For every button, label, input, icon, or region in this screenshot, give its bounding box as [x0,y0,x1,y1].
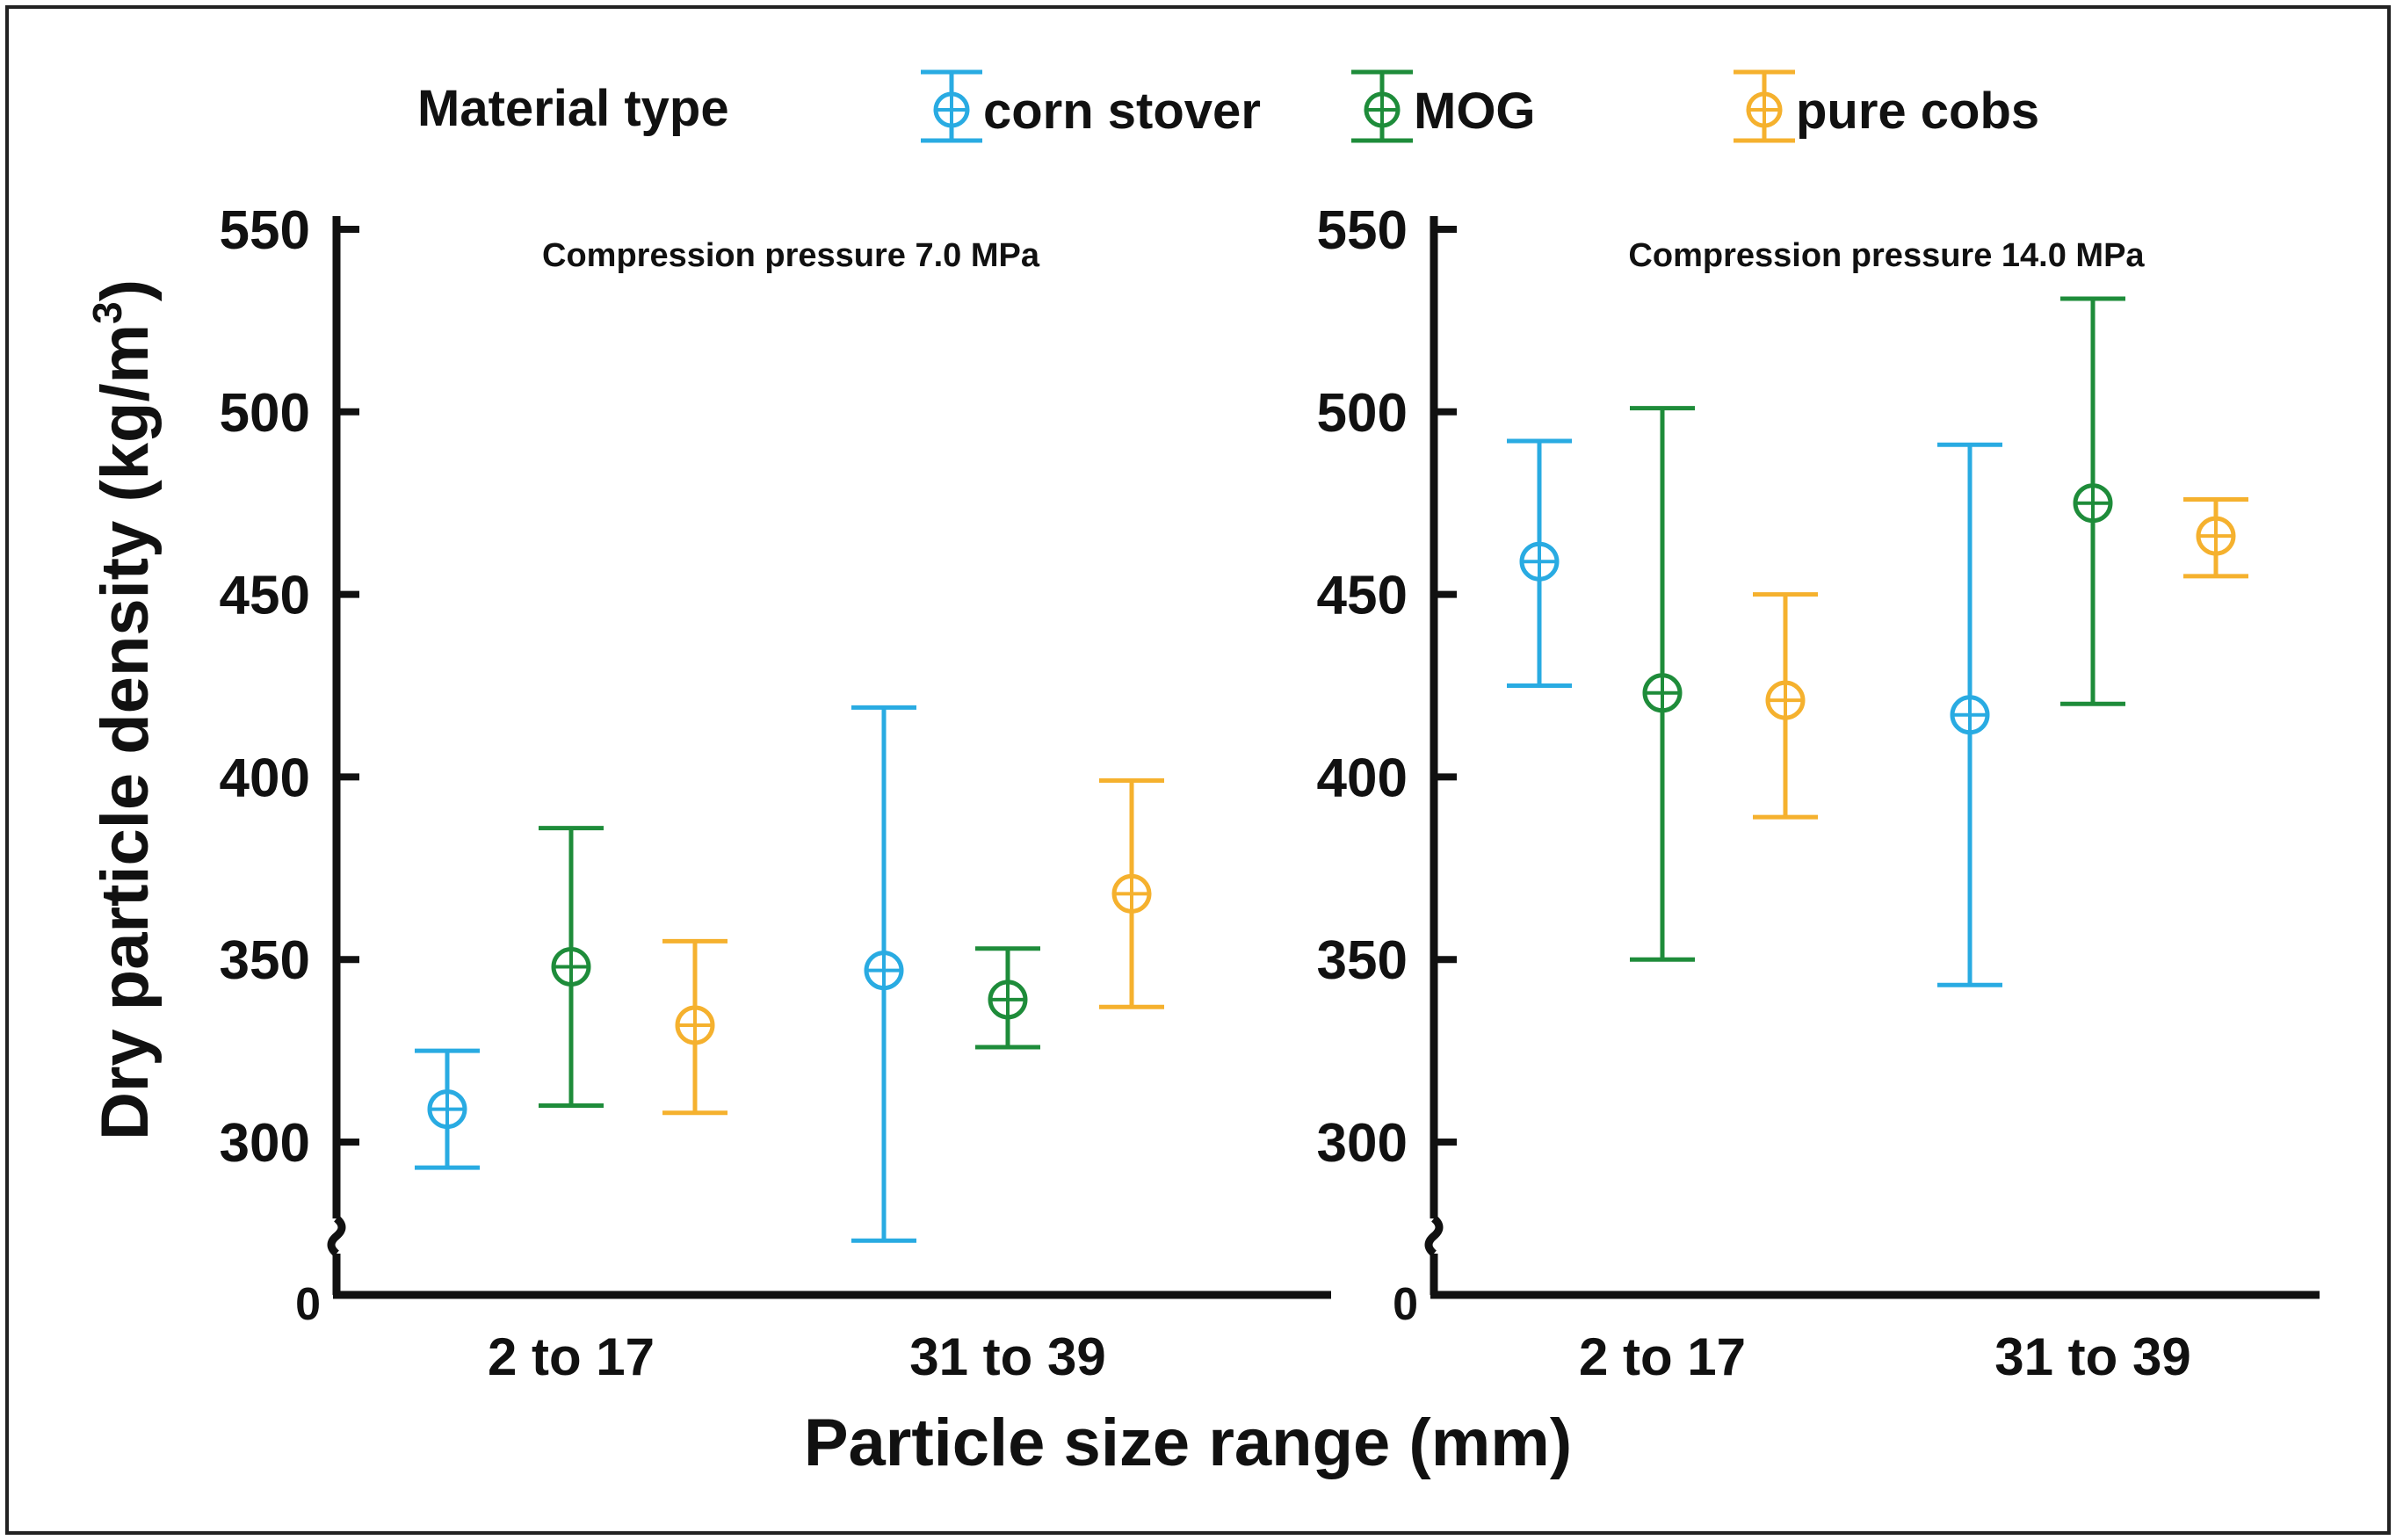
legend-label-corn-stover: corn stover [983,83,1261,140]
panel-title: Compression pressure 7.0 MPa [542,237,1040,274]
errorbar-31-to-39-pure-cobs [1099,778,1164,1009]
figure-frame [5,5,2391,1535]
legend-symbol-mog [1351,69,1413,143]
y-tick-label-400: 400 [220,748,310,808]
legend-symbol-pure-cobs [1734,69,1795,143]
errorbar-31-to-39-mog [975,946,1040,1050]
legend-label-pure-cobs: pure cobs [1796,83,2039,140]
errorbar-2-to-17-pure-cobs [1753,592,1818,820]
legend-item-pure-cobs: pure cobs [1734,69,2039,143]
panel-1: Compression pressure 7.0 MPa 300 350 400 450… [220,200,1331,1386]
y-tick-label-300: 300 [220,1113,310,1174]
legend-title: Material type [417,80,729,137]
legend: Material type corn stover MOG pure cobs [417,69,2039,143]
legend-label-mog: MOG [1414,83,1536,140]
errorbar-31-to-39-pure-cobs [2183,497,2248,579]
x-tick-label-2-to-17: 2 to 17 [1579,1327,1746,1386]
errorbar-2-to-17-pure-cobs [662,938,727,1116]
y-tick-label-300: 300 [1317,1113,1408,1174]
errorbar-31-to-39-corn-stover [851,705,916,1243]
legend-item-mog: MOG [1351,69,1536,143]
y-tick-label-350: 350 [220,930,310,991]
y-axis: 300 350 400 450 500 550 0 [1317,200,1457,1330]
y-axis-label-main: Dry particle density (kg/m [88,324,163,1140]
y-axis-break [1424,1215,1444,1257]
y-tick-label-550: 550 [1317,200,1408,261]
y-tick-label-500: 500 [220,383,310,444]
errorbar-2-to-17-corn-stover [1507,438,1572,688]
y-axis: 300 350 400 450 500 550 0 [220,200,359,1330]
legend-symbol-corn-stover [921,69,982,143]
y-axis-label-superscript: 3 [84,301,130,324]
panel-2: Compression pressure 14.0 MPa 300 350 400 45… [1317,200,2320,1386]
panel-title: Compression pressure 14.0 MPa [1628,237,2145,274]
y-tick-label-400: 400 [1317,748,1408,808]
x-axis-label: Particle size range (mm) [804,1406,1572,1480]
y-tick-label-zero: 0 [295,1279,321,1330]
y-tick-label-450: 450 [220,566,310,626]
y-tick-label-350: 350 [1317,930,1408,991]
y-tick-label-550: 550 [220,200,310,261]
x-tick-label-31-to-39: 31 to 39 [909,1327,1105,1386]
x-tick-label-2-to-17: 2 to 17 [488,1327,655,1386]
legend-item-corn-stover: corn stover [921,69,1261,143]
errorbar-31-to-39-corn-stover [1937,442,2002,987]
errorbar-2-to-17-mog [1630,406,1695,962]
y-tick-label-450: 450 [1317,566,1408,626]
y-tick-label-500: 500 [1317,383,1408,444]
x-tick-label-31-to-39: 31 to 39 [1994,1327,2190,1386]
y-axis-label: Dry particle density (kg/m3) [84,279,163,1140]
errorbar-2-to-17-mog [539,826,604,1108]
errorbar-31-to-39-mog [2060,296,2125,706]
errorbar-2-to-17-corn-stover [415,1048,480,1170]
y-tick-label-zero: 0 [1393,1279,1418,1330]
y-axis-break [327,1215,346,1257]
y-axis-label-close: ) [88,279,163,301]
